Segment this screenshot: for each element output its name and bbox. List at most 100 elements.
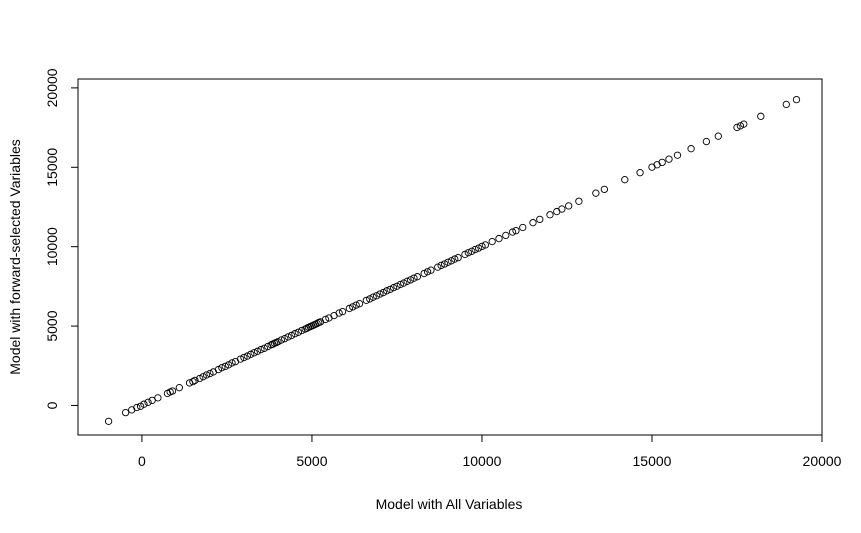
data-point: [284, 333, 292, 341]
data-point: [243, 352, 251, 360]
data-point: [349, 303, 357, 311]
data-point: [379, 288, 388, 297]
data-point: [218, 364, 226, 372]
data-point: [366, 295, 374, 303]
data-point: [372, 292, 381, 300]
x-tick-label: 10000: [462, 453, 501, 469]
data-point: [133, 403, 141, 412]
data-point: [423, 268, 432, 276]
data-point: [321, 315, 330, 324]
data-point: [454, 253, 462, 262]
data-point: [291, 330, 299, 338]
data-point: [636, 169, 644, 177]
data-point: [437, 261, 445, 270]
data-point: [287, 331, 296, 340]
data-point: [154, 394, 162, 402]
y-tick-label: 10000: [44, 227, 60, 266]
data-point: [420, 269, 428, 278]
data-point: [400, 279, 408, 287]
data-point: [468, 247, 476, 255]
data-point: [196, 374, 204, 383]
data-point: [236, 355, 245, 363]
y-tick-label: 15000: [44, 148, 60, 187]
data-point: [274, 338, 282, 346]
data-point: [478, 242, 486, 251]
x-tick-label: 15000: [633, 453, 672, 469]
data-point: [471, 245, 479, 254]
data-point: [362, 296, 371, 304]
data-point: [294, 328, 302, 336]
data-point: [434, 263, 442, 271]
data-point: [592, 189, 600, 197]
data-point: [406, 276, 415, 284]
data-point: [313, 319, 321, 328]
data-point: [168, 387, 177, 395]
y-tick-label: 5000: [44, 310, 60, 341]
data-point: [444, 258, 452, 266]
data-point: [702, 137, 711, 146]
data-point: [413, 273, 422, 281]
data-point: [508, 228, 517, 236]
data-point: [536, 215, 544, 224]
data-point: [335, 309, 343, 317]
x-tick-label: 0: [138, 453, 146, 469]
data-point: [396, 280, 405, 289]
data-point: [260, 344, 268, 352]
x-tick-label: 5000: [296, 453, 327, 469]
x-axis-title: Model with All Variables: [376, 496, 523, 512]
data-point: [403, 277, 411, 285]
data-point: [389, 283, 398, 292]
data-point: [565, 202, 573, 210]
data-point: [427, 266, 435, 274]
data-point: [281, 334, 289, 343]
data-point: [461, 250, 469, 259]
data-point: [440, 260, 449, 268]
data-point: [714, 132, 722, 140]
data-point: [345, 304, 353, 313]
data-point: [736, 122, 745, 130]
x-tick-label: 20000: [803, 453, 842, 469]
data-point: [481, 241, 490, 249]
data-point: [247, 350, 255, 358]
data-point: [792, 95, 801, 104]
y-axis: 0 5000 10000 15000 20000: [44, 68, 79, 409]
data-point: [410, 274, 418, 282]
y-tick-label: 0: [44, 401, 60, 409]
data-point: [529, 219, 537, 227]
data-point: [447, 257, 456, 265]
data-point: [206, 369, 214, 378]
data-point: [121, 408, 130, 417]
data-point: [621, 176, 629, 184]
data-point: [352, 301, 360, 309]
data-point: [519, 223, 527, 232]
data-point: [546, 211, 554, 219]
data-point: [277, 336, 285, 344]
data-point: [658, 158, 666, 167]
data-point: [393, 282, 401, 290]
data-point: [673, 151, 682, 159]
data-point: [451, 255, 459, 263]
data-point: [175, 384, 183, 392]
data-point: [474, 244, 483, 252]
data-point: [600, 185, 609, 194]
data-point: [221, 362, 229, 371]
data-point: [104, 417, 113, 425]
data-point: [240, 353, 248, 362]
y-axis-title: Model with forward-selected Variables: [7, 139, 23, 375]
data-point: [502, 231, 510, 240]
data-point: [383, 287, 391, 295]
data-point: [782, 100, 790, 109]
data-point: [512, 226, 520, 235]
data-point: [575, 197, 583, 205]
data-point: [665, 155, 673, 163]
data-point: [558, 205, 566, 213]
data-point: [687, 145, 695, 153]
data-point: [253, 347, 262, 355]
data-point: [488, 237, 496, 246]
data-point: [199, 373, 207, 381]
data-point: [733, 123, 741, 132]
x-axis: 0 5000 10000 15000 20000: [138, 434, 842, 469]
data-point: [140, 400, 148, 408]
